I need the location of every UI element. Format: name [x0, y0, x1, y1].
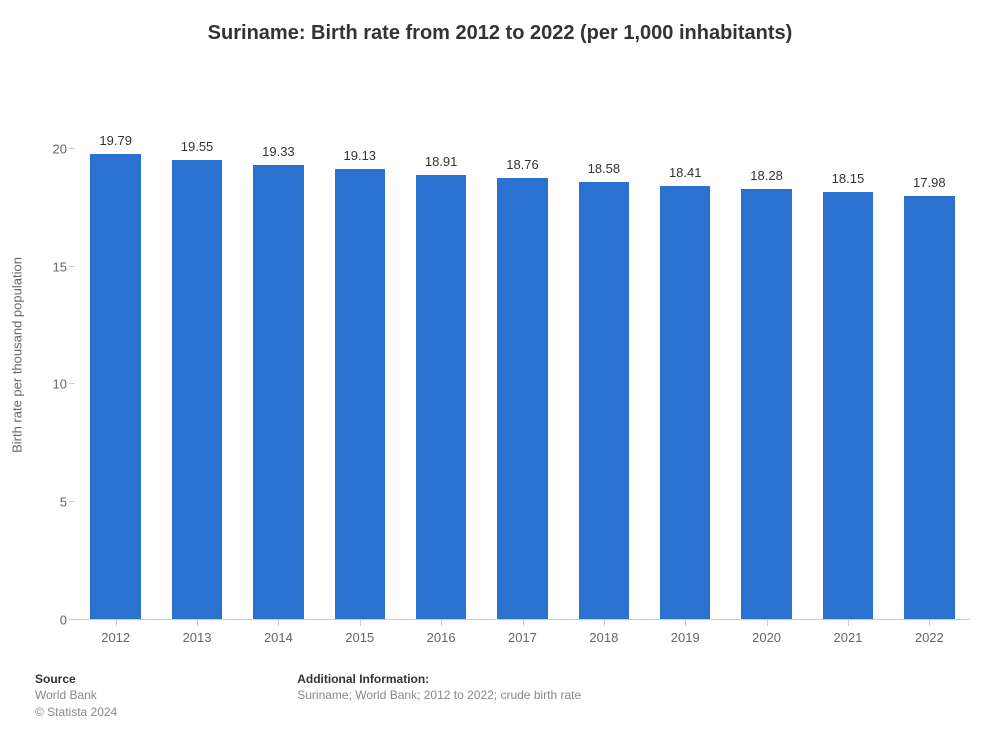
y-tick-label: 15 [53, 259, 67, 274]
chart-footer: Source World Bank © Statista 2024 Additi… [35, 671, 965, 721]
chart-bar [253, 165, 303, 620]
chart-bar [497, 178, 547, 620]
x-axis: 2012 2013 2014 2015 2016 2017 2018 2019 2020 2021… [75, 620, 970, 650]
y-tick-label: 0 [60, 613, 67, 628]
x-tick-label: 2018 [589, 630, 618, 645]
bar-value-label: 18.41 [669, 165, 702, 180]
chart-bar [172, 160, 222, 621]
chart-bars: 19.79 19.55 19.33 19.13 18.91 18.76 18.58 18.41… [75, 90, 970, 620]
chart-bar [660, 186, 710, 620]
x-tick-label: 2014 [264, 630, 293, 645]
x-tick-mark [441, 620, 442, 626]
x-tick-label: 2012 [101, 630, 130, 645]
source-heading: Source [35, 671, 117, 688]
bar-value-label: 18.91 [425, 154, 458, 169]
x-tick-mark [278, 620, 279, 626]
addl-text: Suriname; World Bank; 2012 to 2022; crud… [297, 687, 581, 704]
x-tick-mark [604, 620, 605, 626]
footer-source: Source World Bank © Statista 2024 [35, 671, 117, 721]
x-tick-label: 2020 [752, 630, 781, 645]
copyright: © Statista 2024 [35, 704, 117, 721]
chart-bar [823, 192, 873, 620]
chart-plot-area: Birth rate per thousand population 05101… [75, 90, 970, 620]
bar-value-label: 19.55 [181, 139, 214, 154]
chart-bar [335, 169, 385, 620]
y-tick-label: 5 [60, 495, 67, 510]
y-tick-label: 10 [53, 377, 67, 392]
x-tick-label: 2017 [508, 630, 537, 645]
chart-bar [904, 196, 954, 620]
y-axis: 05101520 [40, 90, 75, 620]
x-tick-mark [360, 620, 361, 626]
chart-title: Suriname: Birth rate from 2012 to 2022 (… [0, 0, 1000, 55]
bar-value-label: 18.15 [832, 171, 865, 186]
x-tick-label: 2016 [427, 630, 456, 645]
x-tick-mark [197, 620, 198, 626]
x-tick-label: 2013 [183, 630, 212, 645]
addl-heading: Additional Information: [297, 671, 581, 688]
x-tick-mark [767, 620, 768, 626]
chart-bar [416, 175, 466, 620]
x-tick-mark [523, 620, 524, 626]
x-tick-label: 2022 [915, 630, 944, 645]
x-tick-mark [685, 620, 686, 626]
x-tick-mark [116, 620, 117, 626]
x-tick-mark [929, 620, 930, 626]
bar-value-label: 17.98 [913, 175, 946, 190]
chart-bar [579, 182, 629, 620]
chart-bar [741, 189, 791, 620]
x-tick-label: 2015 [345, 630, 374, 645]
footer-additional: Additional Information: Suriname; World … [297, 671, 581, 721]
x-tick-label: 2019 [671, 630, 700, 645]
bar-value-label: 19.13 [343, 148, 376, 163]
x-tick-mark [848, 620, 849, 626]
bar-value-label: 19.33 [262, 144, 295, 159]
source-text: World Bank [35, 687, 117, 704]
bar-value-label: 18.58 [588, 161, 621, 176]
x-tick-label: 2021 [833, 630, 862, 645]
bar-value-label: 18.28 [750, 168, 783, 183]
y-tick-label: 20 [53, 141, 67, 156]
bar-value-label: 18.76 [506, 157, 539, 172]
chart-bar [90, 154, 140, 620]
y-axis-title: Birth rate per thousand population [10, 257, 25, 453]
bar-value-label: 19.79 [99, 133, 132, 148]
